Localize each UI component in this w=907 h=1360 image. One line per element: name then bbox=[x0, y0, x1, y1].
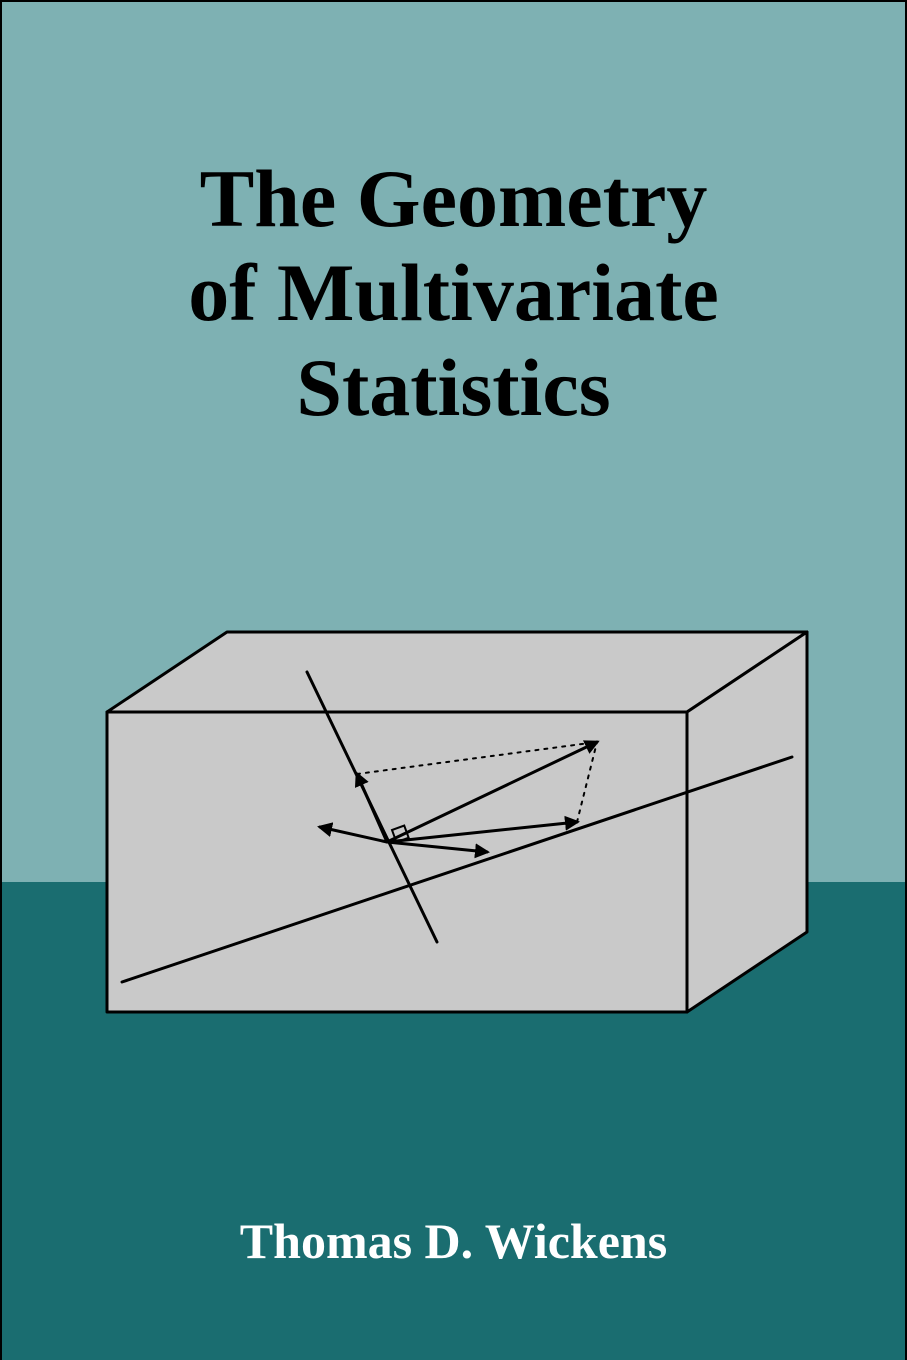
author-name: Thomas D. Wickens bbox=[2, 1212, 905, 1270]
vector-box-diagram bbox=[97, 612, 817, 1032]
book-title: The Geometry of Multivariate Statistics bbox=[2, 152, 905, 435]
title-line-2: of Multivariate bbox=[2, 246, 905, 340]
book-cover: The Geometry of Multivariate Statistics … bbox=[0, 0, 907, 1360]
title-line-3: Statistics bbox=[2, 341, 905, 435]
title-line-1: The Geometry bbox=[2, 152, 905, 246]
cover-diagram bbox=[97, 612, 817, 1032]
